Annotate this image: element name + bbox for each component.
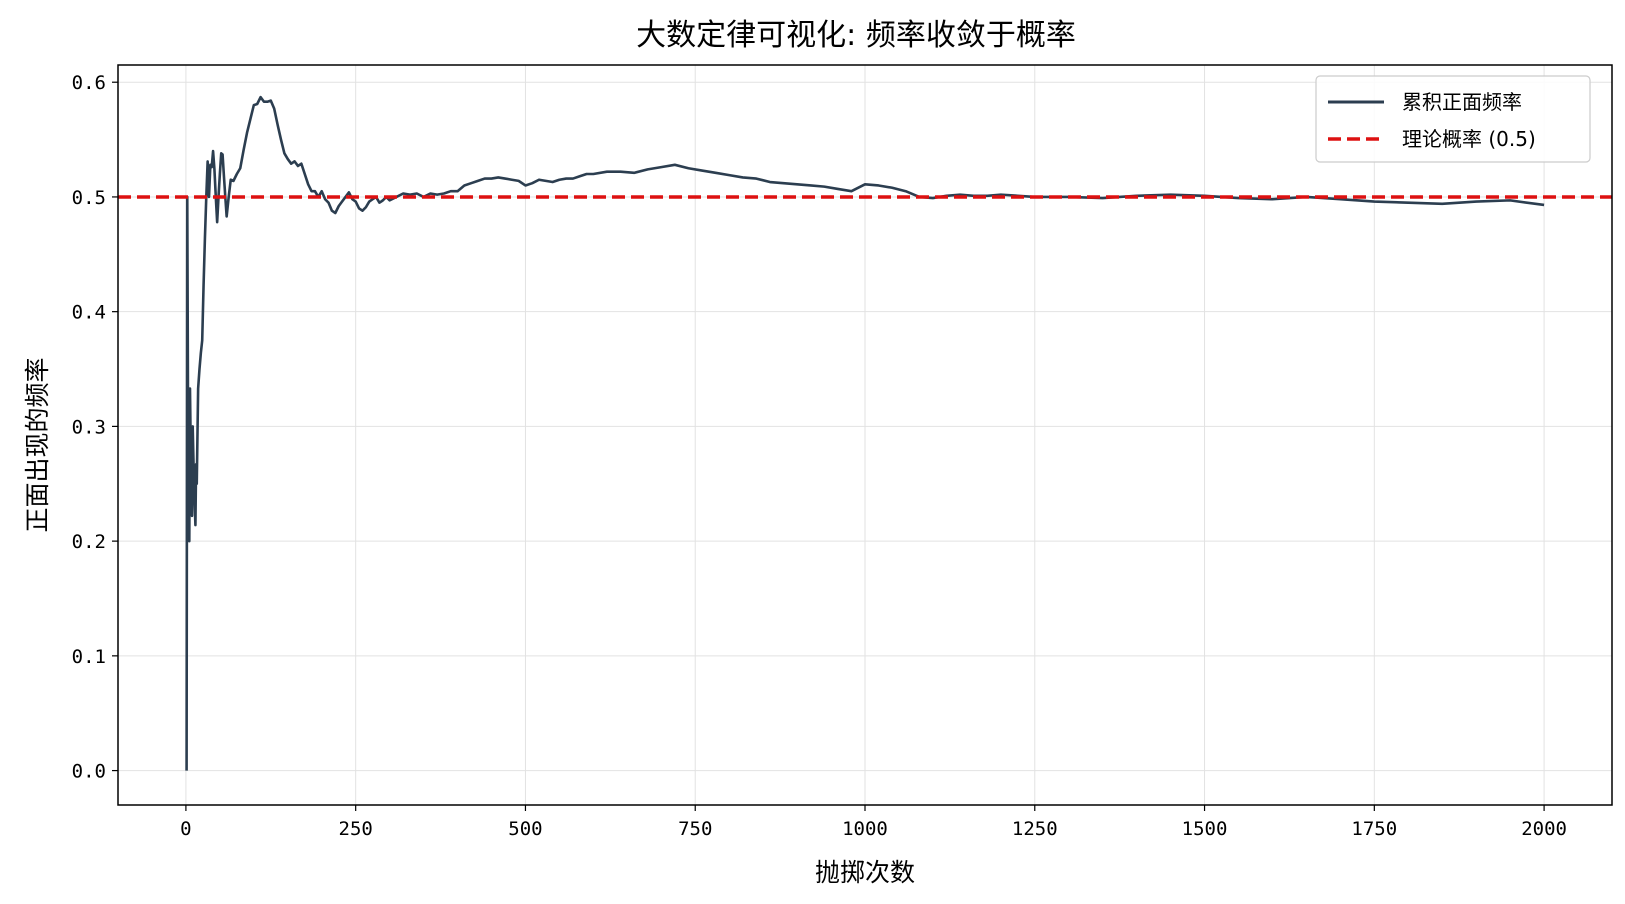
chart-title: 大数定律可视化: 频率收敛于概率 <box>636 18 1076 53</box>
y-tick-label: 0.4 <box>72 302 106 324</box>
y-tick-label: 0.0 <box>72 761 106 783</box>
legend-label-theoretical: 理论概率 (0.5) <box>1402 127 1536 151</box>
y-tick-label: 0.2 <box>72 531 106 553</box>
x-axis-label: 抛掷次数 <box>815 858 915 887</box>
y-tick-label: 0.6 <box>72 72 106 94</box>
y-axis-label: 正面出现的频率 <box>23 357 52 532</box>
plot-frame <box>117 64 1613 806</box>
legend: 累积正面频率 理论概率 (0.5) <box>1315 75 1591 163</box>
legend-label-cumulative: 累积正面频率 <box>1402 90 1522 114</box>
x-tick-label: 250 <box>339 818 373 840</box>
y-tick-label: 0.5 <box>72 187 106 209</box>
series-layer <box>118 95 1612 771</box>
x-tick-label: 750 <box>678 818 712 840</box>
x-tick-label: 2000 <box>1521 818 1567 840</box>
legend-box <box>1315 75 1591 163</box>
series-line-cumulative-frequency <box>185 95 1545 771</box>
x-tick-label: 1750 <box>1351 818 1397 840</box>
x-tick-label: 1500 <box>1182 818 1228 840</box>
y-tick-label: 0.1 <box>72 646 106 668</box>
x-tick-label: 0 <box>180 818 191 840</box>
x-tick-label: 1250 <box>1012 818 1058 840</box>
x-tick-label: 1000 <box>842 818 888 840</box>
x-axis-ticks: 0 250 500 750 1000 1250 1500 1750 2000 <box>180 805 1567 840</box>
y-axis-ticks: 0.0 0.1 0.2 0.3 0.4 0.5 0.6 <box>72 72 118 783</box>
y-tick-label: 0.3 <box>72 416 106 438</box>
x-tick-label: 500 <box>508 818 542 840</box>
